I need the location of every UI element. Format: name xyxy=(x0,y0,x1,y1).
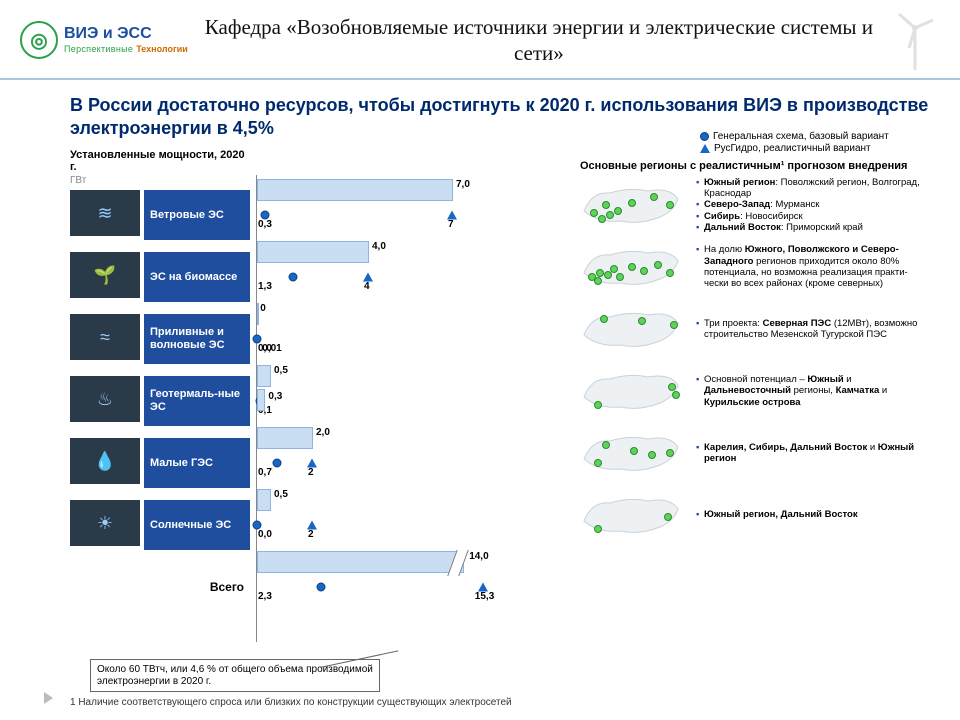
chart-row: 0,5 0,0 2 xyxy=(256,485,574,543)
page-title: Кафедра «Возобновляемые источники энерги… xyxy=(188,14,890,67)
right-column: Генеральная схема, базовый вариант РусГи… xyxy=(580,149,930,616)
value-label: 0,5 xyxy=(274,365,288,376)
legend-item-2: РусГидро, реалистичный вариант xyxy=(700,143,930,154)
value-label: 0 xyxy=(260,303,266,314)
category-label: Солнечные ЭС xyxy=(144,500,250,550)
wind-turbine-icon xyxy=(890,10,940,70)
logo-sub2: Технологии xyxy=(136,44,188,54)
region-text: Три проекта: Северная ПЭС (12МВт), возмо… xyxy=(686,318,930,341)
value-label: 4,0 xyxy=(372,241,386,252)
bar-top xyxy=(257,241,369,263)
left-unit: ГВт xyxy=(70,175,250,186)
mini-map xyxy=(580,367,680,415)
legend-item-1: Генеральная схема, базовый вариант xyxy=(700,131,930,142)
chart-row: 4,0 1,3 4 xyxy=(256,237,574,295)
category-row: 💧 Малые ГЭС xyxy=(70,434,250,492)
bar-top xyxy=(257,427,313,449)
region-row: Три проекта: Северная ПЭС (12МВт), возмо… xyxy=(580,300,930,358)
value-label: 0,3 xyxy=(268,391,282,402)
bar-top xyxy=(257,179,453,201)
right-subhead: Основные регионы с реалистичным¹ прогноз… xyxy=(580,160,930,172)
bar-bot xyxy=(257,389,265,411)
value-label: 1,3 xyxy=(258,281,272,292)
legend-dot-icon xyxy=(700,132,709,141)
region-text: На долю Южного, Поволжского и Северо-Зап… xyxy=(686,244,930,290)
category-row: 🌱 ЭС на биомассе xyxy=(70,248,250,306)
value-label: 7,0 xyxy=(456,179,470,190)
value-label: 15,3 xyxy=(475,591,494,602)
bar-top xyxy=(257,365,271,387)
mini-map xyxy=(580,181,680,229)
value-label: 2 xyxy=(308,467,314,478)
value-label: 0,7 xyxy=(258,467,272,478)
category-label: Малые ГЭС xyxy=(144,438,250,488)
chart-total-row: 14,0 2,3 15,3 xyxy=(256,547,574,605)
logo-swirl-icon: ◎ xyxy=(20,21,58,59)
value-label: 4 xyxy=(364,281,370,292)
legend-triangle-icon xyxy=(700,144,710,153)
chart-row: 7,0 0,3 7 xyxy=(256,175,574,233)
category-thumb: 💧 xyxy=(70,438,140,484)
value-label: 2,3 xyxy=(258,591,272,602)
chart-row: 0,5 0,1 0,3 xyxy=(256,361,574,419)
bar-top xyxy=(257,489,271,511)
chart-column: 7,0 0,3 7 4,0 1,3 4 0 0,0 0,01 0,5 0,1 0,… xyxy=(256,149,574,616)
mini-map xyxy=(580,305,680,353)
header: ◎ ВИЭ и ЭСС Перспективные Технологии Каф… xyxy=(0,0,960,80)
left-subhead: Установленные мощности, 2020 г. xyxy=(70,149,250,173)
region-row: Основной потенциал – Южный и Дальневосто… xyxy=(580,362,930,420)
region-row: Карелия, Сибирь, Дальний Восток и Южный … xyxy=(580,424,930,482)
mini-map xyxy=(580,429,680,477)
region-row: На долю Южного, Поволжского и Северо-Зап… xyxy=(580,238,930,296)
value-label: 0,5 xyxy=(274,489,288,500)
value-label: 0,01 xyxy=(262,343,281,354)
category-label: Приливные и волновые ЭС xyxy=(144,314,250,364)
mini-map xyxy=(580,491,680,539)
category-label: Ветровые ЭС xyxy=(144,190,250,240)
category-row: ≈ Приливные и волновые ЭС xyxy=(70,310,250,368)
logo: ◎ ВИЭ и ЭСС Перспективные Технологии xyxy=(20,21,188,59)
category-thumb: ≈ xyxy=(70,314,140,360)
region-text: Карелия, Сибирь, Дальний Восток и Южный … xyxy=(686,442,930,465)
region-text: Основной потенциал – Южный и Дальневосто… xyxy=(686,374,930,408)
value-label: 2,0 xyxy=(316,427,330,438)
category-thumb: 🌱 xyxy=(70,252,140,298)
value-label: 2 xyxy=(308,529,314,540)
logo-brand: ВИЭ и ЭСС xyxy=(64,25,188,43)
logo-sub1: Перспективные xyxy=(64,44,133,54)
region-text: Южный регион, Дальний Восток xyxy=(686,509,858,520)
chart-row: 0 0,00,01 xyxy=(256,299,574,357)
bar-total xyxy=(257,551,464,573)
region-row: Южный регион: Поволжский регион, Волгогр… xyxy=(580,176,930,234)
value-label: 14,0 xyxy=(469,551,488,562)
region-text: Южный регион: Поволжский регион, Волгогр… xyxy=(686,177,930,234)
bar-top xyxy=(257,303,259,325)
marker-dot xyxy=(317,583,326,592)
marker-dot xyxy=(289,273,298,282)
chart-row: 2,0 0,7 2 xyxy=(256,423,574,481)
body-grid: Установленные мощности, 2020 г. ГВт ≋ Ве… xyxy=(70,149,930,616)
category-row: ☀ Солнечные ЭС xyxy=(70,496,250,554)
category-row: ♨ Геотермаль-ные ЭС xyxy=(70,372,250,430)
marker-dot xyxy=(272,459,281,468)
content: В России достаточно ресурсов, чтобы дост… xyxy=(0,80,960,620)
category-row: ≋ Ветровые ЭС xyxy=(70,186,250,244)
category-thumb: ♨ xyxy=(70,376,140,422)
category-thumb: ☀ xyxy=(70,500,140,546)
left-column: Установленные мощности, 2020 г. ГВт ≋ Ве… xyxy=(70,149,250,616)
region-row: Южный регион, Дальний Восток xyxy=(580,486,930,544)
category-thumb: ≋ xyxy=(70,190,140,236)
value-label: 7 xyxy=(448,219,454,230)
category-label: Геотермаль-ные ЭС xyxy=(144,376,250,426)
logo-text: ВИЭ и ЭСС Перспективные Технологии xyxy=(64,25,188,55)
total-label: Всего xyxy=(70,558,250,616)
value-label: 0,0 xyxy=(258,529,272,540)
chart-area: 7,0 0,3 7 4,0 1,3 4 0 0,0 0,01 0,5 0,1 0,… xyxy=(256,175,574,642)
mini-map xyxy=(580,243,680,291)
category-label: ЭС на биомассе xyxy=(144,252,250,302)
legend: Генеральная схема, базовый вариант РусГи… xyxy=(700,131,930,154)
value-label: 0,3 xyxy=(258,219,272,230)
footnote: 1 Наличие соответствующего спроса или бл… xyxy=(0,695,960,708)
